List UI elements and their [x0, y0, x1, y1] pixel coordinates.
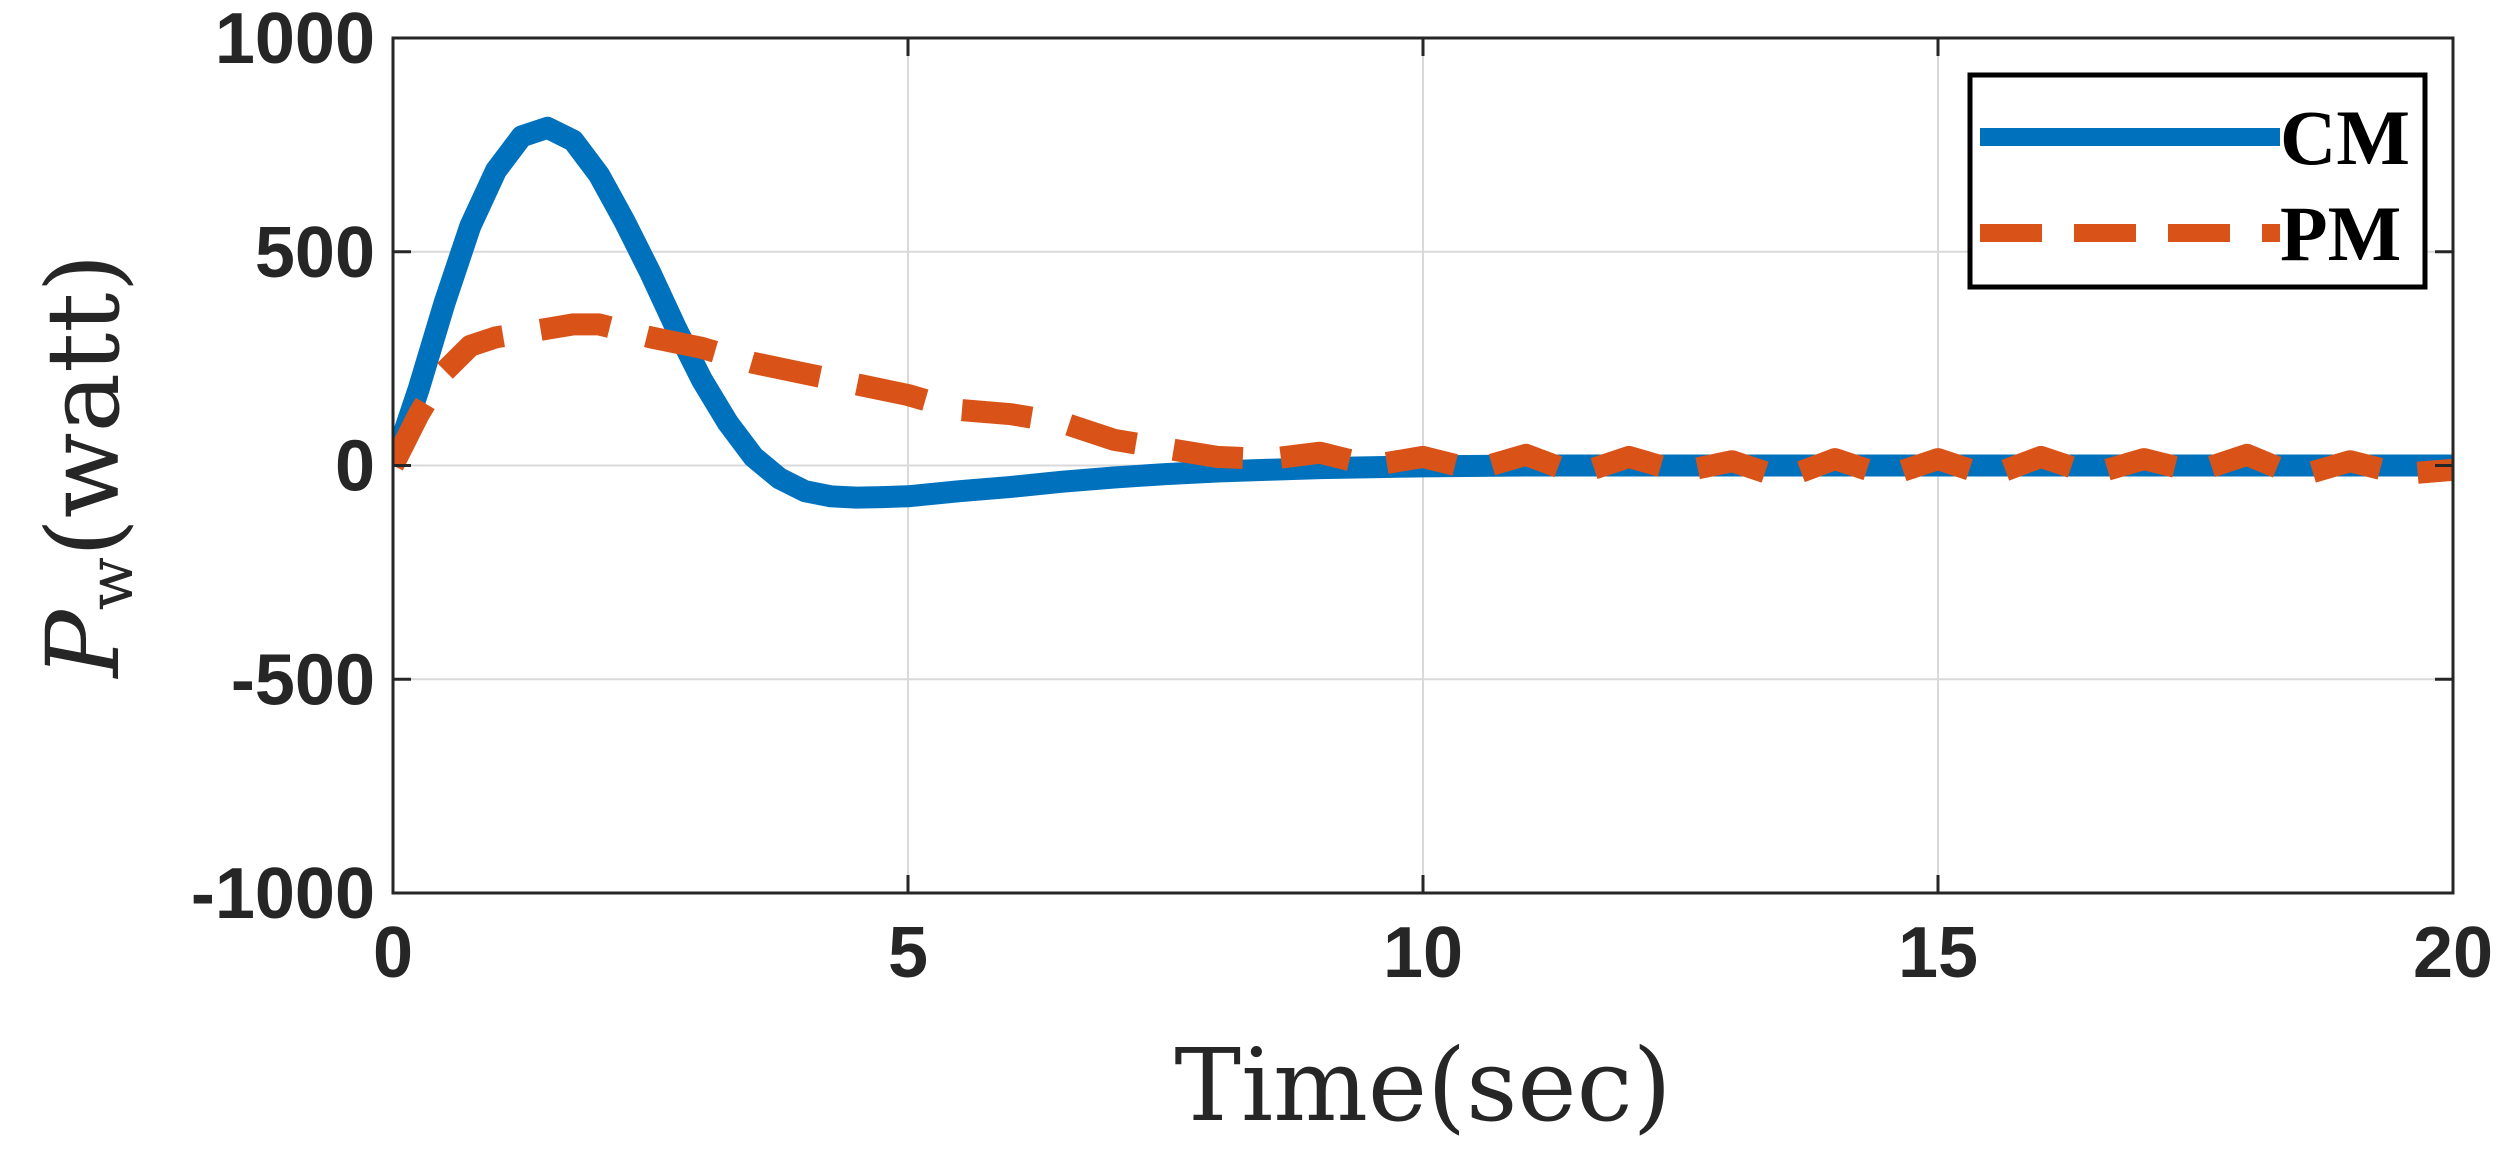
legend-label-cm: CM [2280, 94, 2410, 181]
y-tick-label: -1000 [191, 854, 375, 934]
y-axis-subscript: w [74, 557, 147, 610]
series-pm-line [393, 313, 2453, 490]
x-tick-label: 10 [1383, 913, 1463, 993]
y-axis-unit: (watt) [25, 254, 142, 558]
y-tick-label: -500 [231, 640, 375, 720]
x-tick-labels: 0 5 10 15 20 [373, 913, 2493, 993]
x-axis-label: Time(sec) [1174, 1027, 1671, 1144]
y-tick-label: 0 [335, 427, 375, 507]
y-axis-label-text: Pw(watt) [25, 254, 147, 680]
y-tick-labels: 1000 500 0 -500 -1000 [191, 0, 375, 934]
x-tick-label: 20 [2413, 913, 2493, 993]
y-tick-label: 500 [255, 213, 375, 293]
ticks [391, 36, 2455, 895]
series-layer [393, 116, 2453, 509]
x-tick-label: 0 [373, 913, 413, 993]
legend: CM PM [1967, 72, 2428, 290]
y-tick-label: 1000 [215, 0, 375, 79]
y-axis-symbol: P [25, 609, 142, 680]
x-tick-label: 15 [1898, 913, 1978, 993]
x-tick-label: 5 [888, 913, 928, 993]
legend-label-pm: PM [2280, 190, 2401, 277]
legend-box [1967, 72, 2428, 290]
y-axis-label: Pw(watt) [25, 254, 147, 680]
